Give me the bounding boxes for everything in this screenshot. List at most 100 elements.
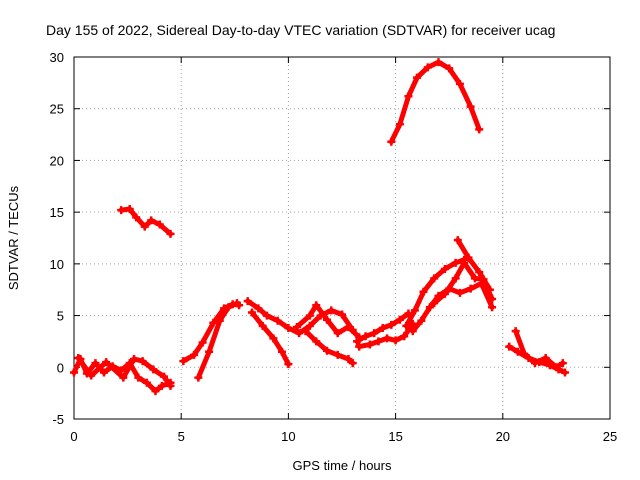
axis-ticks: 0 5 10 15 20 25 -5 0 5 10 15 20 25 30 [50, 50, 618, 444]
series-arc-5 [194, 299, 241, 382]
y-tick-label: 10 [50, 257, 64, 272]
data-point [344, 355, 353, 364]
y-tick-label: 25 [50, 102, 64, 117]
x-tick-label: 5 [178, 429, 185, 444]
data-point [333, 350, 342, 359]
data-point [378, 323, 387, 332]
data-point [312, 337, 321, 346]
data-point [488, 303, 497, 312]
y-tick-label: 0 [57, 360, 64, 375]
data-point [254, 304, 263, 313]
data-point [348, 359, 357, 368]
data-point [365, 340, 374, 349]
series-arc-2 [74, 353, 175, 390]
data-point [513, 347, 522, 356]
grid [74, 57, 610, 419]
data-point [455, 79, 464, 88]
data-point [333, 329, 342, 338]
data-point [430, 274, 439, 283]
x-tick-label: 20 [496, 429, 510, 444]
data-point [413, 73, 422, 82]
data-point [361, 332, 370, 341]
x-tick-label: 10 [281, 429, 295, 444]
data-point [488, 295, 497, 304]
data-point [295, 329, 304, 338]
data-point [87, 371, 96, 380]
data-point [232, 299, 241, 308]
data-point [70, 368, 78, 377]
data-point [560, 368, 569, 377]
data-point [151, 387, 160, 396]
data-point [370, 329, 379, 338]
data-point [374, 337, 383, 346]
series-arc-11 [355, 319, 417, 351]
data-point [404, 92, 413, 101]
data-point [475, 125, 484, 134]
data-point [312, 301, 321, 310]
series-line [455, 237, 493, 293]
data-point [505, 342, 514, 351]
data-point [408, 327, 417, 336]
data-point [125, 205, 134, 214]
data-point [511, 327, 520, 336]
data-point [530, 359, 539, 368]
data-point [434, 58, 443, 67]
data-point [520, 349, 529, 358]
data-point [470, 274, 479, 283]
data-point [395, 120, 404, 129]
data-point [102, 358, 111, 367]
data-point [322, 315, 331, 324]
data-point [455, 288, 464, 297]
data-point [305, 321, 314, 330]
series-arc-16 [387, 58, 484, 146]
y-tick-label: 30 [50, 50, 64, 65]
data-point [430, 299, 439, 308]
y-tick-label: -5 [52, 412, 64, 427]
data-series [70, 58, 569, 396]
data-point [100, 368, 109, 377]
data-point [205, 347, 214, 356]
data-point [485, 285, 494, 294]
data-point [138, 357, 147, 366]
series-line [388, 59, 482, 145]
data-point [134, 373, 143, 382]
data-point [410, 306, 419, 315]
data-point [155, 220, 164, 229]
data-point [166, 229, 175, 238]
data-point [464, 253, 473, 262]
series-arc-13 [408, 279, 497, 336]
data-point [258, 321, 267, 330]
data-point [194, 373, 203, 382]
x-tick-label: 0 [70, 429, 77, 444]
data-point [383, 334, 392, 343]
data-point [269, 334, 278, 343]
y-tick-label: 20 [50, 153, 64, 168]
series-arc-12 [402, 255, 469, 330]
data-point [166, 381, 175, 390]
chart-title: Day 155 of 2022, Sidereal Day-to-day VTE… [46, 22, 555, 38]
series-arc-9 [301, 327, 357, 368]
data-point [417, 316, 426, 325]
data-point [262, 311, 271, 320]
plot-frame [73, 56, 611, 420]
data-point [355, 342, 364, 351]
data-point [387, 320, 396, 329]
data-point [147, 216, 156, 225]
data-point [273, 316, 282, 325]
series-arc-18 [511, 327, 567, 372]
y-tick-label: 5 [57, 309, 64, 324]
data-point [117, 206, 126, 215]
data-point [387, 137, 396, 146]
data-point [247, 308, 256, 317]
series-arc-6 [243, 297, 357, 338]
data-point [423, 63, 432, 72]
data-point [453, 236, 462, 245]
data-point [451, 274, 460, 283]
data-point [451, 258, 460, 267]
data-point [400, 332, 409, 341]
y-tick-label: 15 [50, 205, 64, 220]
data-point [344, 322, 353, 331]
data-point [132, 213, 141, 222]
data-point [198, 338, 207, 347]
